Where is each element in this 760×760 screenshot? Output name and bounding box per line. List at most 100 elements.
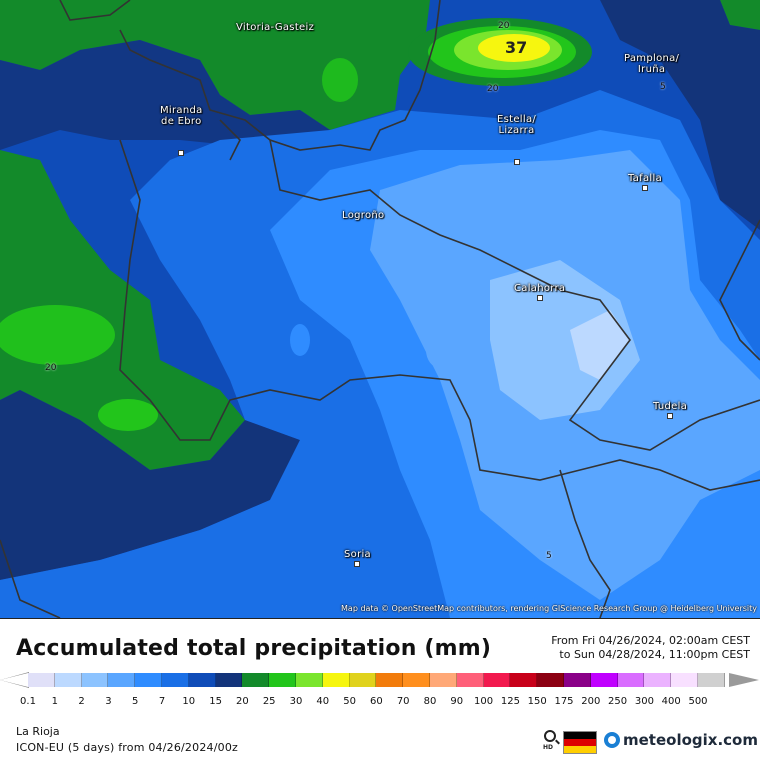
legend-swatch	[563, 673, 591, 687]
period-to: to Sun 04/28/2024, 11:00pm CEST	[559, 648, 750, 661]
legend-tick-labels: 0.1 1 2 3 5 7 10 15 20 25 30 40 50 60 70 80 90 100 125 150 1…	[20, 696, 760, 710]
legend-tick-label: 15	[209, 696, 222, 707]
meteologix-logo-icon	[604, 732, 620, 748]
chart-title: Accumulated total precipitation (mm)	[16, 636, 492, 661]
legend-swatch	[242, 673, 270, 687]
city-marker	[536, 295, 543, 301]
legend-swatch	[81, 673, 109, 687]
legend-swatch	[617, 673, 645, 687]
city-estella: Estella/ Lizarra	[497, 92, 536, 187]
legend-tick-label: 25	[262, 696, 276, 707]
legend-swatch	[456, 673, 484, 687]
city-label: Calahorra	[514, 283, 566, 294]
legend-swatch	[537, 673, 564, 687]
legend-tick-label: 80	[423, 696, 437, 707]
legend-swatch	[215, 673, 243, 687]
precipitation-map[interactable]: Vitoria-Gasteiz Pamplona/ Iruña Miranda …	[0, 0, 760, 619]
city-label: Tafalla	[628, 173, 663, 184]
city-vitoria-gasteiz: Vitoria-Gasteiz	[236, 22, 314, 33]
legend-tick-label: 0.1	[20, 696, 36, 707]
legend-swatch	[28, 673, 55, 687]
legend-swatch	[644, 673, 672, 687]
city-label: Soria	[344, 549, 371, 560]
legend-color-bar	[28, 673, 725, 687]
city-tudela: Tudela	[653, 401, 687, 419]
legend-tick-label: 175	[554, 696, 574, 707]
flag-stripe	[564, 746, 596, 753]
legend-swatch	[54, 673, 82, 687]
city-logrono: Logroño	[342, 210, 384, 221]
legend-tick-label: 70	[396, 696, 410, 707]
flag-stripe	[564, 732, 596, 739]
legend-tick-label: 300	[634, 696, 654, 707]
legend-swatch	[349, 673, 377, 687]
contour-label: 5	[546, 551, 552, 561]
city-label: Logroño	[342, 210, 385, 221]
city-label: Tudela	[653, 401, 688, 412]
legend-tick-label: 1	[51, 696, 58, 707]
legend-tick-label: 60	[370, 696, 383, 707]
legend-tick-label: 125	[500, 696, 520, 707]
city-calahorra: Calahorra	[514, 283, 565, 301]
city-label: Vitoria-Gasteiz	[236, 22, 315, 33]
legend-tick-label: 20	[236, 696, 249, 707]
legend-arrow-left	[0, 673, 28, 687]
period-from: From Fri 04/26/2024, 02:00am CEST	[551, 634, 750, 647]
time-period: From Fri 04/26/2024, 02:00am CEST to Sun…	[551, 634, 750, 662]
legend-tick-label: 50	[343, 696, 356, 707]
city-label: Estella/ Lizarra	[497, 114, 537, 136]
legend-swatch	[671, 673, 698, 687]
city-marker	[513, 159, 520, 165]
contour-label: 20	[498, 21, 510, 31]
city-marker	[354, 561, 361, 567]
brand-link[interactable]: meteologix.com	[604, 729, 758, 751]
flag-stripe	[564, 739, 596, 746]
max-value-label: 37	[505, 38, 528, 57]
model-run: ICON-EU (5 days) from 04/26/2024/00z	[16, 741, 238, 754]
legend-tick-label: 200	[581, 696, 601, 707]
legend-swatch	[295, 673, 323, 687]
legend-tick-label: 40	[316, 696, 330, 707]
hd-zoom-button[interactable]: HD	[541, 730, 559, 754]
city-label: Miranda de Ebro	[160, 105, 203, 127]
city-marker	[642, 185, 648, 191]
legend-arrow-right	[729, 673, 759, 687]
precipitation-field	[0, 0, 760, 618]
city-tafalla: Tafalla	[628, 173, 662, 191]
magnifier-icon	[544, 730, 556, 742]
legend-swatch	[590, 673, 618, 687]
legend-swatch	[135, 673, 162, 687]
city-marker	[667, 413, 674, 419]
legend-tick-label: 150	[527, 696, 547, 707]
legend-swatch	[108, 673, 136, 687]
contour-label: 20	[45, 363, 57, 373]
legend-tick-label: 30	[289, 696, 303, 707]
contour-label: 5	[660, 82, 666, 92]
legend-swatch	[161, 673, 189, 687]
legend-swatch	[510, 673, 538, 687]
legend-tick-label: 3	[105, 696, 112, 707]
map-attribution: Map data © OpenStreetMap contributors, r…	[341, 604, 757, 613]
color-legend: 0.1 1 2 3 5 7 10 15 20 25 30 40 50 60 70 80 90 100 125 150 1…	[0, 670, 760, 714]
contour-label: 20	[487, 84, 499, 94]
legend-tick-label: 5	[132, 696, 139, 707]
legend-swatch	[697, 673, 725, 687]
legend-swatch	[188, 673, 216, 687]
city-miranda-de-ebro: Miranda de Ebro	[160, 83, 203, 178]
legend-tick-label: 7	[158, 696, 166, 707]
city-soria: Soria	[344, 549, 371, 567]
legend-tick-label: 90	[450, 696, 464, 707]
legend-tick-label: 400	[661, 696, 681, 707]
legend-swatch	[403, 673, 430, 687]
legend-swatch	[429, 673, 457, 687]
hd-label: HD	[543, 744, 554, 751]
legend-tick-label: 10	[182, 696, 196, 707]
legend-swatch	[483, 673, 511, 687]
legend-swatch	[376, 673, 404, 687]
legend-tick-label: 2	[78, 696, 85, 707]
legend-swatch	[269, 673, 296, 687]
city-pamplona: Pamplona/ Iruña	[624, 31, 679, 97]
legend-tick-label: 250	[608, 696, 628, 707]
legend-tick-label: 100	[474, 696, 494, 707]
legend-swatch	[322, 673, 350, 687]
